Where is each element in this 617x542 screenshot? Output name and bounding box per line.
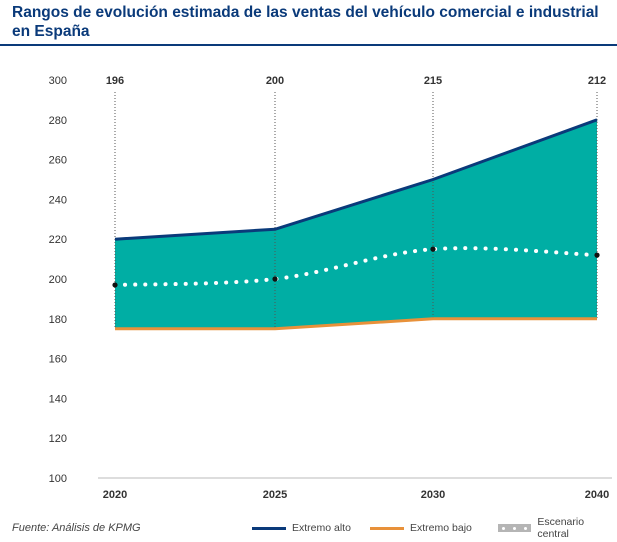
y-tick-label: 180 <box>49 314 67 326</box>
annotation-labels: 196 200 215 212 <box>106 75 606 87</box>
central-point <box>112 282 118 288</box>
central-point <box>594 252 600 258</box>
annotation-label: 200 <box>266 75 284 87</box>
y-tick-label: 220 <box>49 234 67 246</box>
y-tick-label: 260 <box>49 155 67 167</box>
year-guide-lines <box>114 92 598 329</box>
legend-swatch-extremo-bajo <box>370 526 404 530</box>
x-tick-label: 2030 <box>421 489 445 501</box>
annotation-label: 212 <box>588 75 606 87</box>
legend-label-extremo-alto: Extremo alto <box>292 522 351 534</box>
y-tick-label: 300 <box>49 75 67 87</box>
legend-label-escenario-central: Escenario central <box>537 516 585 540</box>
x-axis: 2020 2025 2030 2040 <box>98 477 612 501</box>
source-note: Fuente: Análisis de KPMG <box>12 522 141 534</box>
x-tick-label: 2040 <box>585 489 609 501</box>
central-point <box>272 276 278 282</box>
annotation-label: 196 <box>106 75 124 87</box>
y-tick-label: 100 <box>49 473 67 485</box>
series-line-extremo-alto <box>114 118 598 241</box>
title-underline <box>0 44 617 46</box>
range-band-area <box>115 119 597 329</box>
legend-label-extremo-bajo: Extremo bajo <box>410 522 472 534</box>
legend-swatch-escenario-central <box>498 524 532 532</box>
series-escenario-central <box>112 246 600 288</box>
y-tick-label: 200 <box>49 274 67 286</box>
y-tick-label: 240 <box>49 194 67 206</box>
series-line-extremo-bajo <box>115 317 597 331</box>
x-tick-label: 2025 <box>263 489 287 501</box>
annotation-label: 215 <box>424 75 442 87</box>
y-tick-label: 120 <box>49 433 67 445</box>
central-point <box>430 246 436 252</box>
legend-item-escenario-central: Escenario central <box>498 516 617 540</box>
y-tick-label: 280 <box>49 115 67 127</box>
y-axis: 100 120 140 160 180 200 220 240 260 280 300 <box>49 75 67 485</box>
x-tick-label: 2020 <box>103 489 127 501</box>
chart-title: Rangos de evolución estimada de las vent… <box>12 4 599 40</box>
y-tick-label: 160 <box>49 354 67 366</box>
legend-swatch-extremo-alto <box>252 526 286 530</box>
legend-item-extremo-bajo: Extremo bajo <box>370 520 472 536</box>
legend-item-extremo-alto: Extremo alto <box>252 520 351 536</box>
y-tick-label: 140 <box>49 393 67 405</box>
central-scenario-line <box>113 246 599 287</box>
